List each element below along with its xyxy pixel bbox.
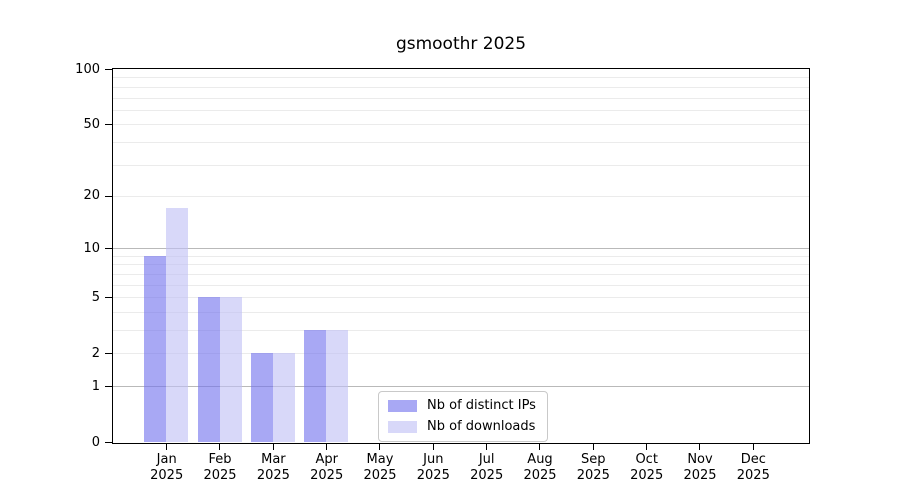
minor-gridline: [113, 164, 809, 166]
y-axis-tick-label: 5: [91, 289, 100, 305]
x-axis-tick: [272, 443, 274, 450]
x-axis-tick-label: Aug 2025: [523, 452, 557, 483]
x-axis-tick: [379, 443, 381, 450]
x-axis-tick-label: Jun 2025: [416, 452, 450, 483]
x-axis-tick: [539, 443, 541, 450]
legend-entry-label: Nb of distinct IPs: [427, 398, 536, 413]
bar-distinct-ips: [304, 330, 327, 442]
y-axis-tick-label: 50: [83, 116, 100, 132]
x-axis-tick-label: Dec 2025: [736, 452, 770, 483]
major-gridline: [113, 248, 809, 250]
legend-entry-label: Nb of downloads: [427, 419, 536, 434]
x-axis-tick: [592, 443, 594, 450]
y-axis-tick: [105, 385, 112, 387]
major-gridline: [113, 386, 809, 387]
x-axis-tick: [432, 443, 434, 450]
minor-gridline: [113, 86, 809, 88]
x-axis-tick-label: May 2025: [363, 452, 397, 483]
legend-entry: Nb of distinct IPs: [388, 398, 536, 414]
minor-gridline: [113, 255, 809, 257]
x-axis-tick: [699, 443, 701, 450]
y-axis-tick-label: 20: [83, 188, 100, 204]
minor-gridline: [113, 273, 809, 275]
minor-gridline: [113, 284, 809, 286]
minor-gridline: [113, 297, 809, 299]
y-axis-tick-label: 100: [75, 61, 100, 77]
bar-downloads: [272, 353, 295, 442]
minor-gridline: [113, 330, 809, 331]
x-axis-tick: [486, 443, 487, 450]
x-axis-tick-label: Jan 2025: [150, 452, 184, 483]
x-axis-tick: [752, 443, 754, 450]
x-axis-tick-label: Nov 2025: [683, 452, 717, 483]
minor-gridline: [113, 141, 809, 143]
minor-gridline: [113, 77, 809, 79]
bar-distinct-ips: [197, 297, 220, 442]
legend-swatch-downloads: [388, 421, 417, 433]
y-axis-tick-label: 0: [91, 434, 100, 450]
x-axis-tick: [166, 443, 167, 450]
x-axis-tick: [219, 443, 221, 450]
legend: Nb of distinct IPs Nb of downloads: [378, 391, 548, 442]
minor-gridline: [113, 97, 809, 99]
x-axis-tick-label: Mar 2025: [256, 452, 290, 483]
y-axis-tick-label: 10: [83, 240, 100, 256]
minor-gridline: [113, 264, 809, 266]
x-axis-tick-label: Sep 2025: [576, 452, 610, 483]
y-axis-tick: [105, 441, 112, 443]
minor-gridline: [113, 353, 809, 355]
legend-entry: Nb of downloads: [388, 419, 536, 435]
x-axis-tick-label: Jul 2025: [470, 452, 504, 483]
x-axis-tick: [646, 443, 647, 450]
x-axis-tick-label: Feb 2025: [203, 452, 237, 483]
bar-distinct-ips: [250, 353, 273, 442]
x-axis-tick-label: Oct 2025: [630, 452, 664, 483]
y-axis-tick-label: 1: [91, 378, 100, 394]
minor-gridline: [113, 109, 809, 111]
y-axis-tick: [105, 124, 112, 125]
y-axis-tick: [105, 68, 112, 70]
y-axis-tick: [105, 248, 112, 249]
x-axis-tick: [326, 443, 327, 450]
chart-title: gsmoothr 2025: [395, 34, 527, 54]
minor-gridline: [113, 311, 809, 313]
bar-distinct-ips: [144, 255, 167, 442]
minor-gridline: [113, 195, 809, 197]
bar-downloads: [219, 297, 242, 442]
x-axis-tick-label: Apr 2025: [310, 452, 344, 483]
y-axis-tick-label: 2: [91, 345, 100, 361]
minor-gridline: [113, 124, 809, 126]
y-axis-tick: [105, 195, 112, 197]
bar-downloads: [326, 330, 349, 442]
bar-downloads: [166, 208, 189, 442]
legend-swatch-distinct-ips: [388, 400, 417, 412]
plot-area: [112, 68, 810, 444]
y-axis-tick: [105, 353, 112, 354]
y-axis-tick: [105, 297, 112, 298]
